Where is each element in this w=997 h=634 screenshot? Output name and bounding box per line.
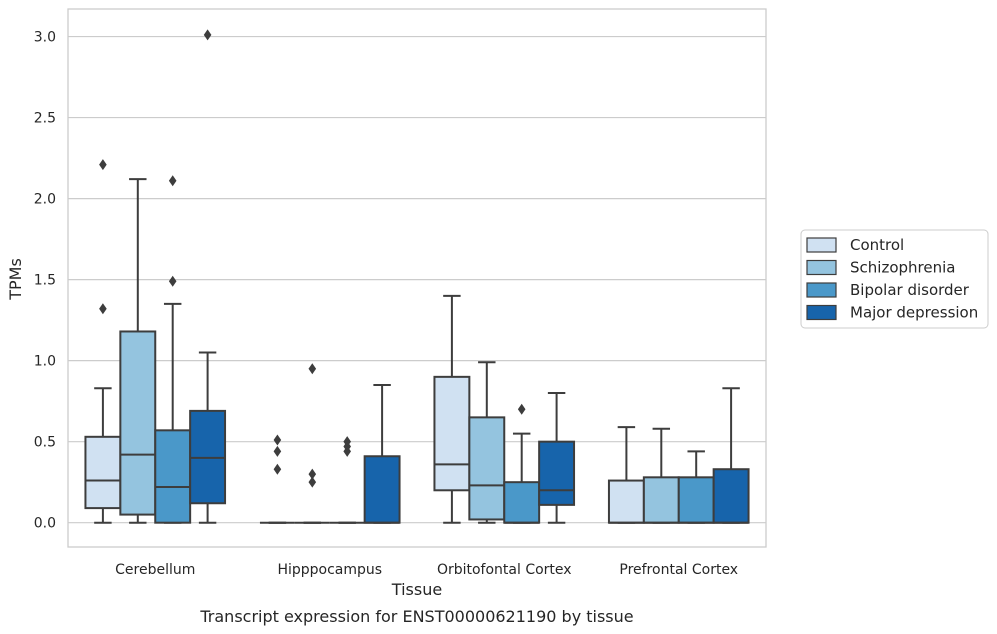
x-tick-label: Orbitofontal Cortex <box>437 562 572 578</box>
box-group <box>329 436 365 524</box>
box-group <box>119 178 157 524</box>
box-group <box>259 434 295 524</box>
legend: Control Schizophrenia Bipolar disorder Majo… <box>800 229 989 329</box>
box <box>642 476 680 524</box>
box-group <box>433 294 471 524</box>
box-group <box>642 427 680 524</box>
box <box>363 455 401 524</box>
box-group <box>538 392 576 524</box>
box-group <box>712 387 750 524</box>
x-tick-label: Cerebellum <box>115 562 195 578</box>
y-tick-label: 0.0 <box>34 516 56 532</box>
outlier-point <box>308 363 317 375</box>
legend-frame <box>800 229 989 329</box>
box-group <box>468 361 506 524</box>
outlier-point <box>343 436 351 448</box>
box <box>538 440 576 506</box>
box <box>607 479 645 524</box>
y-tick-label: 3.0 <box>34 30 56 46</box>
box-group <box>677 450 715 524</box>
box-group <box>294 363 330 524</box>
x-tick-label: Prefrontal Cortex <box>619 562 738 578</box>
box-group <box>363 383 401 524</box>
outlier-point <box>168 175 177 187</box>
legend-swatch <box>806 237 837 253</box>
legend-swatch <box>806 304 837 321</box>
outlier-point <box>99 303 107 315</box>
outlier-point <box>273 445 282 457</box>
legend-label: Bipolar disorder <box>850 281 970 299</box>
box <box>503 481 541 524</box>
outlier-point <box>308 468 317 480</box>
box <box>84 435 122 510</box>
outlier-point <box>273 463 282 475</box>
box <box>677 476 715 524</box>
x-tick-label: Hipppocampus <box>277 562 382 578</box>
box <box>468 416 506 521</box>
x-axis-title: Tissue <box>391 580 442 599</box>
outlier-point <box>308 476 317 488</box>
outlier-point <box>273 434 282 446</box>
outlier-point <box>203 29 212 41</box>
legend-label: Control <box>850 236 904 254</box>
outlier-point <box>168 275 177 287</box>
legend-label: Schizophrenia <box>850 259 955 277</box>
y-axis-title: TPMs <box>6 258 25 301</box>
y-tick-label: 1.0 <box>34 354 56 370</box>
box-group <box>84 159 122 524</box>
y-tick-label: 0.5 <box>34 435 56 451</box>
chart-caption: Transcript expression for ENST0000062119… <box>199 607 633 626</box>
legend-swatch <box>806 282 837 298</box>
y-tick-label: 2.5 <box>34 111 56 127</box>
box-group <box>607 426 645 524</box>
box-group <box>154 175 192 524</box>
box-group <box>189 29 227 524</box>
box-plots <box>84 29 750 524</box>
box <box>712 468 750 524</box>
y-axis-ticks: 0.0 0.5 1.0 1.5 2.0 2.5 3.0 <box>34 30 56 532</box>
box <box>154 429 192 524</box>
legend-label: Major depression <box>850 304 978 322</box>
x-axis-ticks: Cerebellum Hipppocampus Orbitofontal Corte… <box>115 562 738 578</box>
plot-frame <box>67 8 767 548</box>
outlier-point <box>99 159 107 171</box>
box-group <box>503 403 541 524</box>
y-tick-label: 1.5 <box>34 273 56 289</box>
box <box>119 330 157 516</box>
outlier-point <box>517 403 526 415</box>
y-tick-label: 2.0 <box>34 192 56 208</box>
box <box>433 375 471 492</box>
legend-swatch <box>806 259 837 276</box>
